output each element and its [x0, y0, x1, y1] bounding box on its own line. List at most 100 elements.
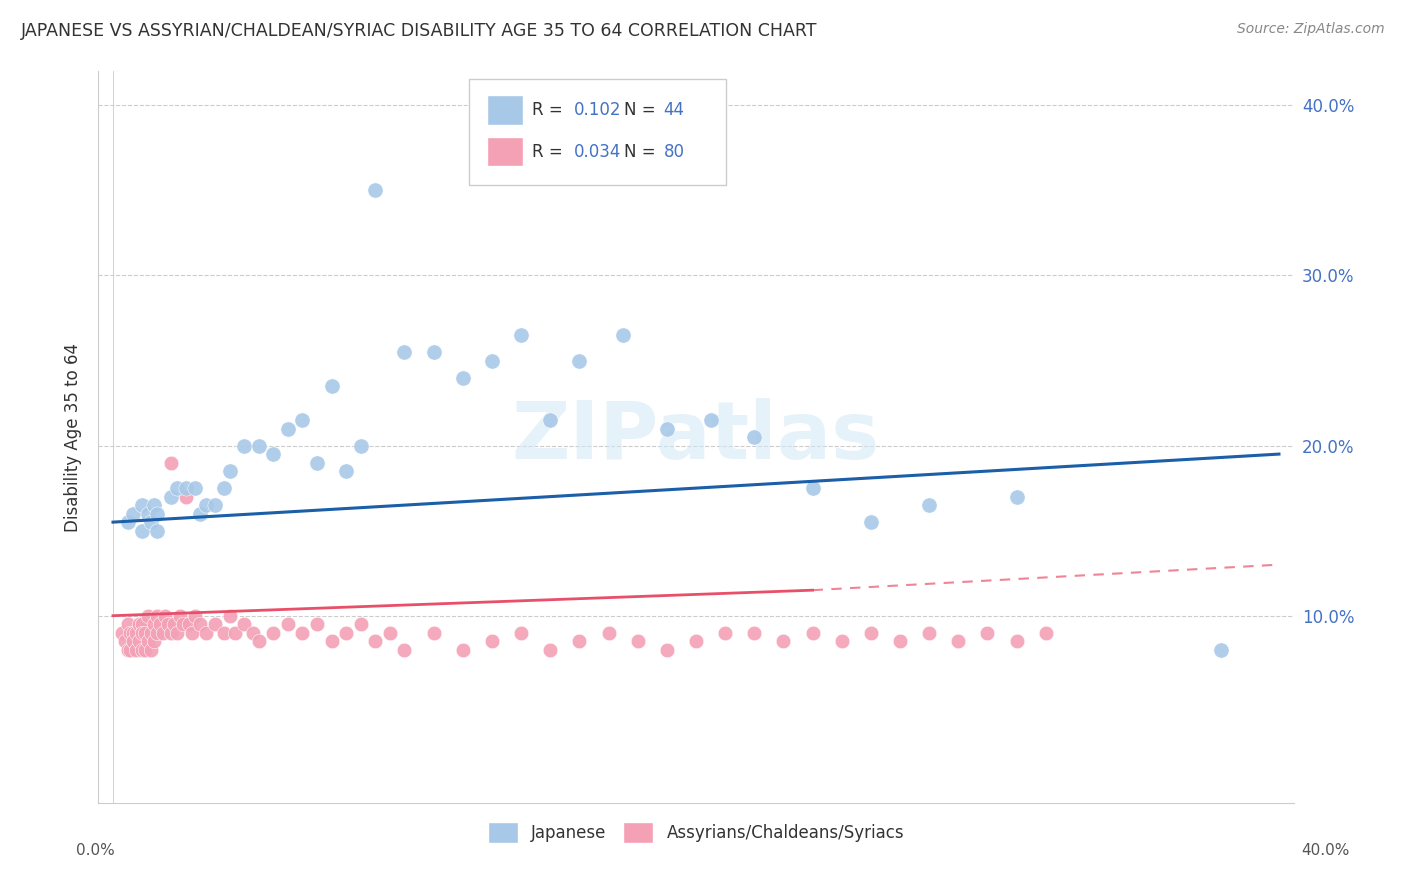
Point — [364, 183, 387, 197]
Point — [183, 481, 205, 495]
Point — [224, 625, 246, 640]
Point — [742, 430, 765, 444]
Text: 0.034: 0.034 — [574, 143, 621, 161]
Point — [166, 481, 188, 495]
Point — [948, 634, 970, 648]
Point — [233, 439, 256, 453]
Point — [918, 625, 941, 640]
Point — [139, 642, 162, 657]
Point — [125, 625, 148, 640]
Text: R =: R = — [533, 143, 568, 161]
Bar — [486, 137, 523, 167]
Point — [131, 524, 153, 538]
Point — [114, 634, 136, 648]
Point — [538, 413, 561, 427]
Point — [918, 498, 941, 512]
Point — [131, 617, 153, 632]
Point — [218, 608, 240, 623]
Point — [422, 625, 444, 640]
Point — [1035, 625, 1057, 640]
Point — [134, 642, 156, 657]
Point — [131, 498, 153, 512]
Point — [174, 490, 197, 504]
Point — [1209, 642, 1232, 657]
Point — [364, 634, 387, 648]
FancyBboxPatch shape — [470, 78, 725, 185]
Point — [262, 447, 284, 461]
Point — [291, 413, 314, 427]
Text: R =: R = — [533, 101, 568, 120]
Point — [149, 617, 172, 632]
Point — [422, 345, 444, 359]
Point — [218, 464, 240, 478]
Point — [742, 625, 765, 640]
Point — [169, 608, 191, 623]
Point — [451, 370, 474, 384]
Point — [655, 642, 678, 657]
Point — [394, 642, 416, 657]
Point — [139, 625, 162, 640]
Point — [163, 617, 186, 632]
Point — [568, 353, 591, 368]
Point — [122, 625, 145, 640]
Point — [801, 625, 824, 640]
Point — [190, 507, 212, 521]
Point — [262, 625, 284, 640]
Point — [831, 634, 853, 648]
Point — [190, 617, 212, 632]
Point — [155, 608, 177, 623]
Point — [714, 625, 737, 640]
Point — [128, 634, 150, 648]
Point — [136, 608, 159, 623]
Point — [195, 498, 218, 512]
Point — [117, 515, 139, 529]
Point — [305, 617, 328, 632]
Point — [145, 608, 167, 623]
Point — [136, 634, 159, 648]
Point — [142, 498, 165, 512]
Bar — [486, 95, 523, 125]
Point — [160, 456, 183, 470]
Point — [612, 328, 634, 343]
Point — [145, 507, 167, 521]
Point — [212, 625, 235, 640]
Point — [772, 634, 794, 648]
Point — [125, 642, 148, 657]
Point — [172, 617, 194, 632]
Point — [859, 515, 882, 529]
Point — [233, 617, 256, 632]
Point — [117, 642, 139, 657]
Text: 80: 80 — [664, 143, 685, 161]
Point — [111, 625, 134, 640]
Point — [350, 439, 373, 453]
Point — [204, 617, 226, 632]
Point — [142, 617, 165, 632]
Point — [801, 481, 824, 495]
Point — [131, 625, 153, 640]
Point — [394, 345, 416, 359]
Text: 44: 44 — [664, 101, 685, 120]
Point — [139, 515, 162, 529]
Point — [889, 634, 911, 648]
Point — [145, 524, 167, 538]
Point — [481, 634, 503, 648]
Point — [166, 625, 188, 640]
Point — [120, 642, 142, 657]
Point — [117, 617, 139, 632]
Point — [350, 617, 373, 632]
Point — [212, 481, 235, 495]
Point — [122, 507, 145, 521]
Point — [321, 634, 343, 648]
Text: N =: N = — [624, 101, 661, 120]
Point — [242, 625, 264, 640]
Point — [160, 490, 183, 504]
Point — [160, 625, 183, 640]
Point — [183, 608, 205, 623]
Point — [335, 464, 357, 478]
Point — [204, 498, 226, 512]
Legend: Japanese, Assyrians/Chaldeans/Syriacs: Japanese, Assyrians/Chaldeans/Syriacs — [481, 815, 911, 849]
Point — [481, 353, 503, 368]
Point — [510, 625, 533, 640]
Point — [305, 456, 328, 470]
Point — [128, 617, 150, 632]
